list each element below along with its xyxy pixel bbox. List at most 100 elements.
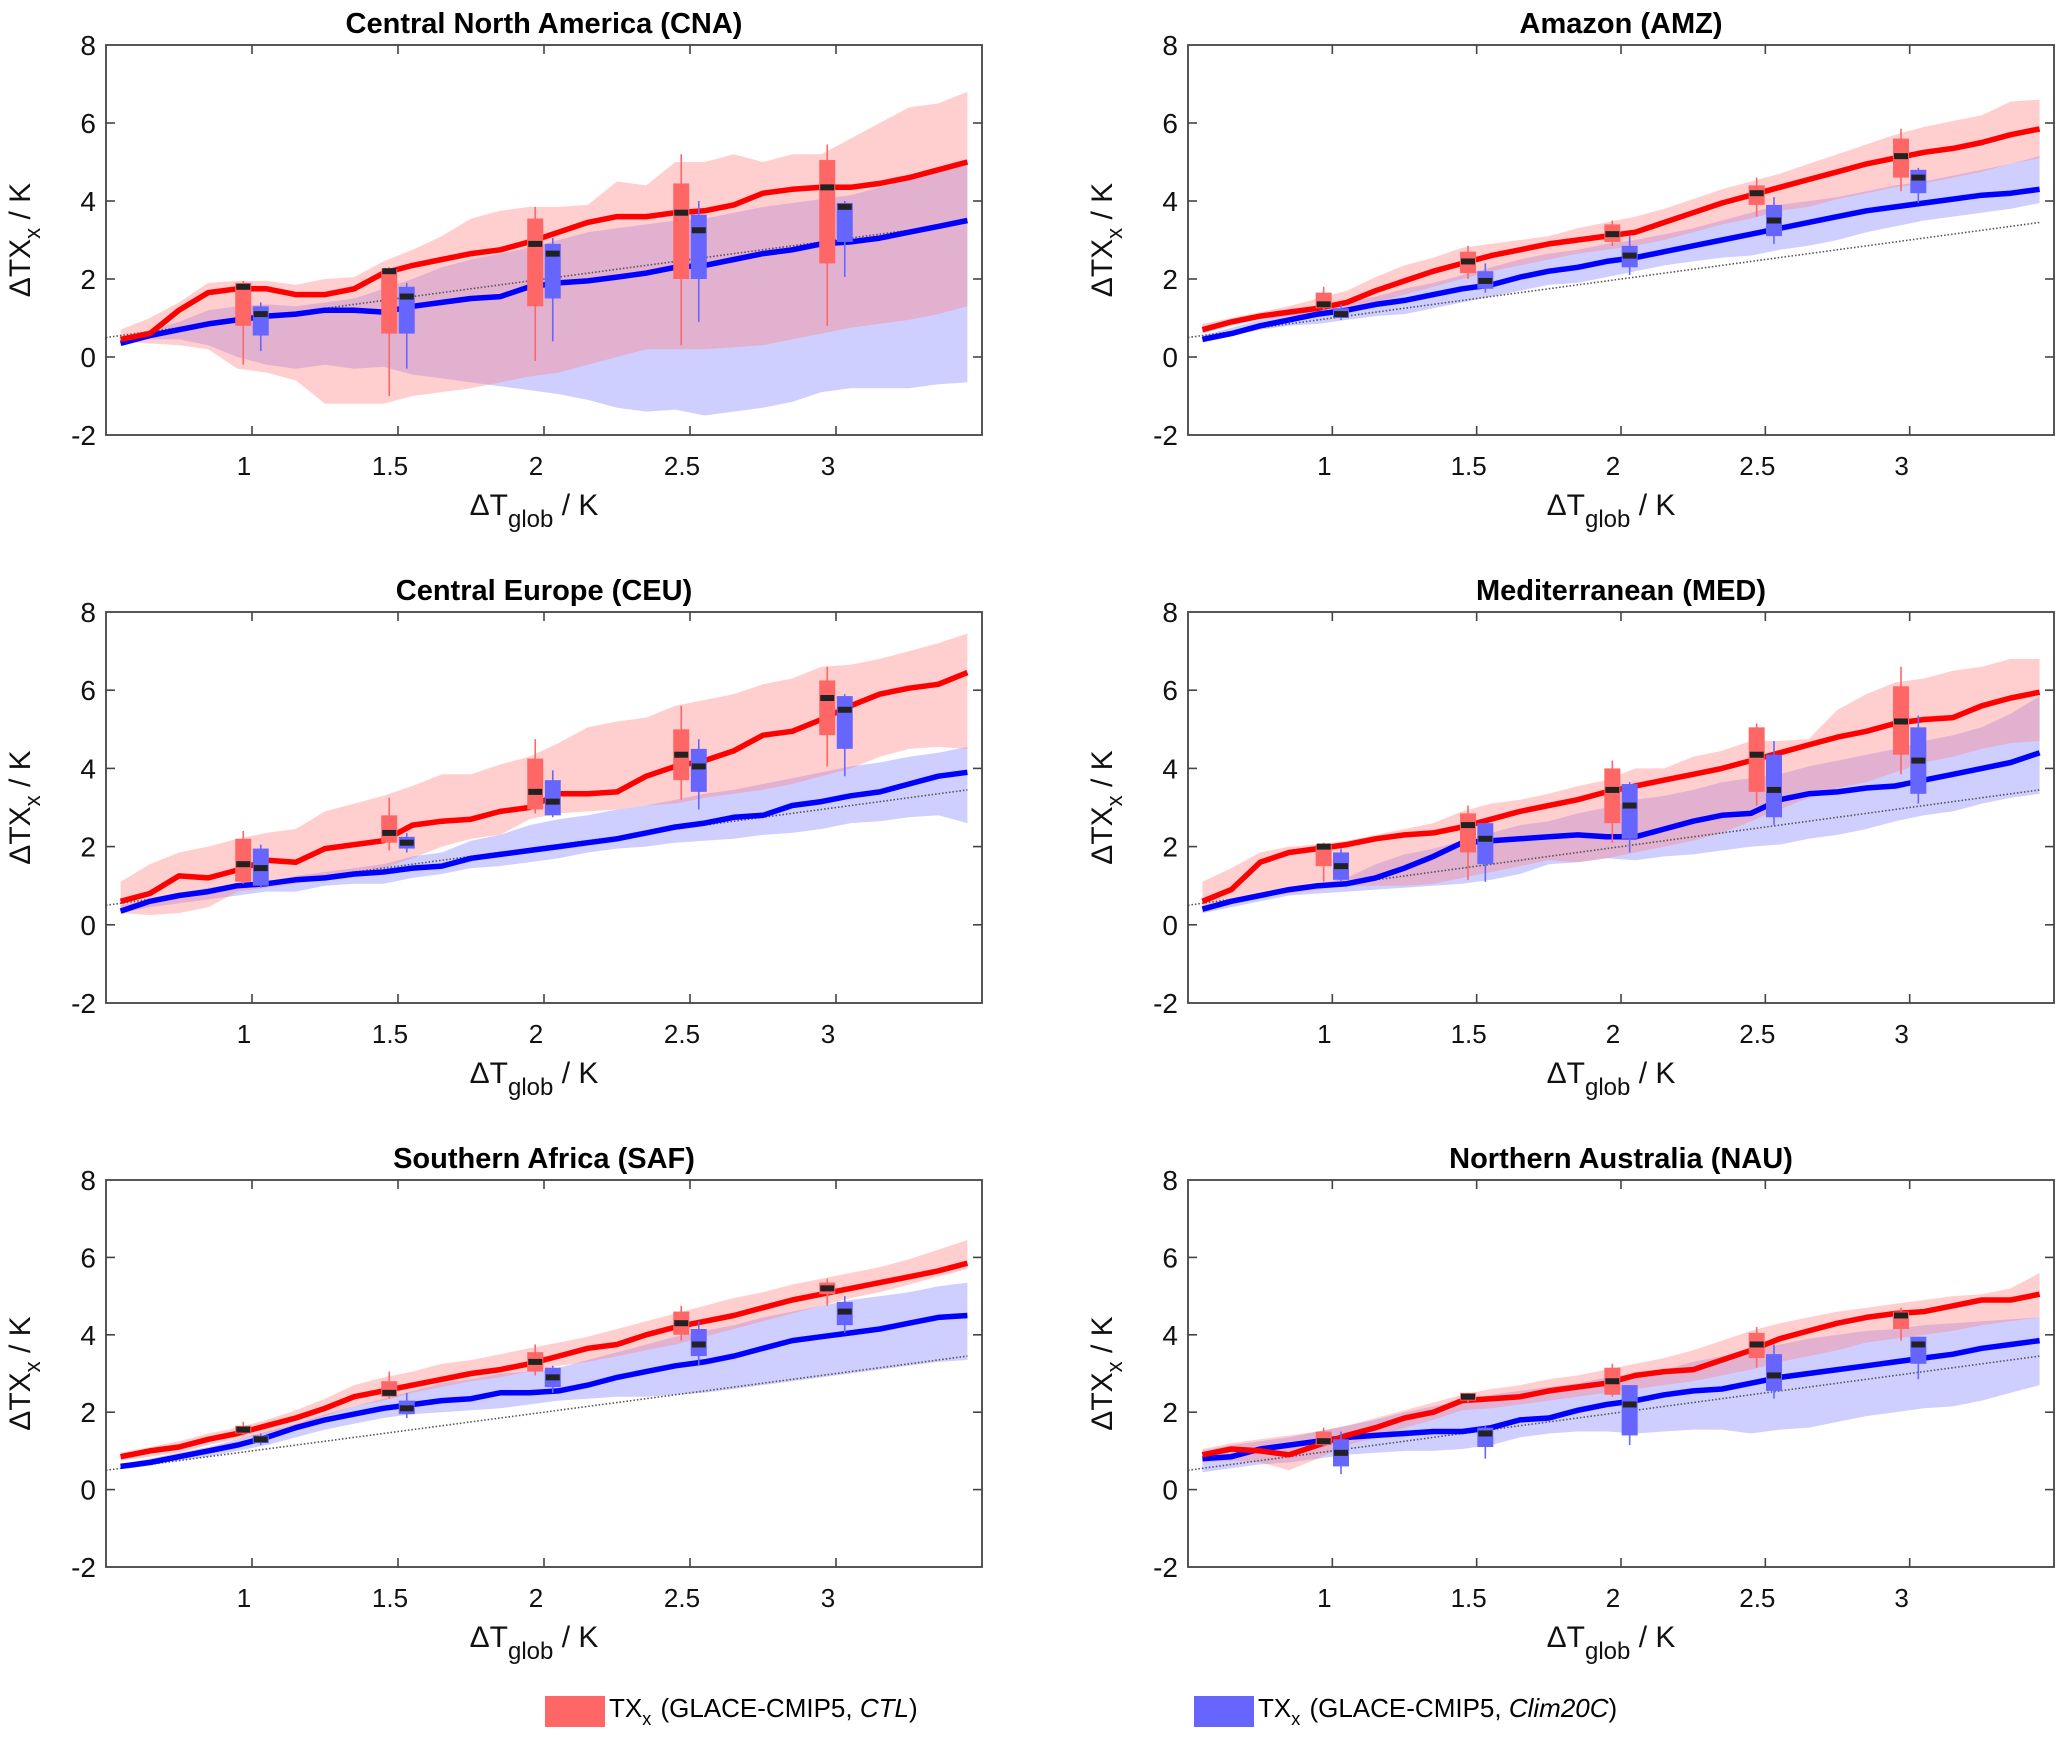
plot-area — [106, 91, 969, 416]
clim20c-box-median — [837, 706, 852, 713]
y-tick-label: 2 — [1162, 264, 1178, 295]
panel-title: Central Europe (CEU) — [396, 575, 692, 607]
clim20c-boxplot — [1765, 197, 1782, 244]
clim20c-box-median — [691, 763, 706, 770]
x-tick-label: 1.5 — [372, 1019, 408, 1049]
ctl-box-median — [382, 829, 397, 836]
x-tick-label: 1 — [237, 451, 251, 481]
ctl-box — [1460, 813, 1477, 853]
y-tick-label: 2 — [80, 832, 96, 863]
clim20c-box-median — [1911, 757, 1926, 764]
ctl-box — [819, 680, 836, 736]
y-tick-label: 6 — [1162, 675, 1178, 706]
ctl-box-median — [528, 788, 543, 795]
y-tick-label: 8 — [1162, 1165, 1178, 1196]
ctl-box-median — [1894, 1312, 1909, 1319]
x-tick-label: 3 — [1894, 1019, 1908, 1049]
ctl-boxplot — [1315, 842, 1332, 882]
x-tick-label: 3 — [1894, 451, 1908, 481]
ctl-box-median — [1749, 190, 1764, 197]
clim20c-box-median — [545, 1374, 560, 1381]
clim20c-box — [544, 243, 561, 299]
clim20c-box — [836, 202, 853, 242]
plot-area — [1188, 99, 2041, 343]
clim20c-box — [690, 748, 707, 792]
ctl-box — [235, 282, 252, 326]
y-axis-label: ΔTXx / K — [4, 1316, 45, 1430]
y-axis-label: ΔTXx / K — [1086, 750, 1127, 864]
ctl-box — [381, 815, 398, 843]
ctl-boxplot — [1748, 1327, 1765, 1368]
clim20c-boxplot — [252, 302, 269, 352]
plot-area — [106, 633, 969, 915]
ctl-boxplot — [381, 797, 398, 851]
ctl-boxplot — [381, 267, 398, 396]
x-tick-label: 2.5 — [664, 1019, 700, 1049]
x-tick-label: 2.5 — [1739, 1583, 1775, 1613]
clim20c-box-median — [837, 203, 852, 210]
ctl-boxplot — [1315, 1427, 1332, 1448]
ctl-boxplot — [819, 1278, 836, 1306]
clim20c-box-median — [1766, 217, 1781, 224]
clim20c-box-median — [253, 1436, 268, 1443]
clim20c-box — [1765, 754, 1782, 818]
panel-title: Central North America (CNA) — [346, 8, 743, 40]
x-tick-label: 2 — [1606, 1019, 1620, 1049]
ctl-boxplot — [819, 144, 836, 326]
y-tick-label: 8 — [1162, 30, 1178, 61]
clim20c-boxplot — [398, 832, 415, 853]
ctl-box — [381, 269, 398, 334]
clim20c-box-median — [1766, 786, 1781, 793]
clim20c-range-band — [120, 746, 968, 914]
y-tick-label: 4 — [1162, 186, 1178, 217]
clim20c-box-median — [1622, 1401, 1637, 1408]
clim20c-box — [1910, 1336, 1927, 1364]
clim20c-boxplot — [1332, 304, 1349, 320]
clim20c-boxplot — [1477, 1425, 1494, 1459]
ctl-boxplot — [1604, 1363, 1621, 1397]
ctl-boxplot — [673, 705, 690, 800]
y-tick-label: 2 — [1162, 1397, 1178, 1428]
clim20c-boxplot — [836, 201, 853, 278]
clim20c-box-median — [691, 227, 706, 234]
x-tick-label: 3 — [821, 1019, 835, 1049]
ctl-range-band — [120, 91, 968, 404]
y-axis-label: ΔTXx / K — [1086, 183, 1127, 297]
clim20c-boxplot — [1621, 782, 1638, 853]
x-tick-label: 3 — [821, 1583, 835, 1613]
clim20c-box — [544, 780, 561, 816]
ctl-box — [1748, 727, 1765, 792]
y-axis-label: ΔTXx / K — [1086, 1316, 1127, 1430]
panel-title: Mediterranean (MED) — [1476, 575, 1766, 607]
x-tick-label: 2.5 — [664, 1583, 700, 1613]
ctl-box — [527, 218, 544, 307]
ctl-boxplot — [235, 1421, 252, 1436]
ctl-box-median — [1894, 718, 1909, 725]
clim20c-boxplot — [690, 1321, 707, 1366]
x-tick-label: 1.5 — [372, 451, 408, 481]
y-tick-label: 4 — [1162, 753, 1178, 784]
clim20c-box-median — [545, 250, 560, 257]
ctl-box-median — [1605, 1378, 1620, 1385]
ctl-boxplot — [527, 206, 544, 361]
ctl-boxplot — [1893, 1307, 1910, 1341]
clim20c-boxplot — [1910, 715, 1927, 804]
x-tick-label: 3 — [1894, 1583, 1908, 1613]
clim20c-box — [690, 214, 707, 279]
y-tick-label: -2 — [1153, 988, 1178, 1019]
clim20c-box — [252, 306, 269, 336]
clim20c-range-band — [120, 1282, 968, 1469]
clim20c-boxplot — [1477, 263, 1494, 293]
ctl-boxplot — [381, 1371, 398, 1399]
y-tick-label: 6 — [80, 1242, 96, 1273]
ctl-boxplot — [1315, 286, 1332, 311]
x-tick-label: 3 — [821, 451, 835, 481]
legend-label-ctl: TXx (GLACE-CMIP5, CTL) — [609, 1692, 918, 1729]
legend-label-clim20c: TXx (GLACE-CMIP5, Clim20C) — [1258, 1692, 1618, 1729]
one-to-one-reference-line — [106, 1355, 968, 1472]
panel-2: 1 1.5 2 2.5 3 -2 0 2 4 6 8 Amazon (AMZ) ΔTglob / K ΔT… — [1086, 8, 2055, 533]
clim20c-box — [1910, 169, 1927, 194]
y-tick-label: 0 — [80, 910, 96, 941]
x-axis-label: ΔTglob / K — [470, 1621, 599, 1665]
